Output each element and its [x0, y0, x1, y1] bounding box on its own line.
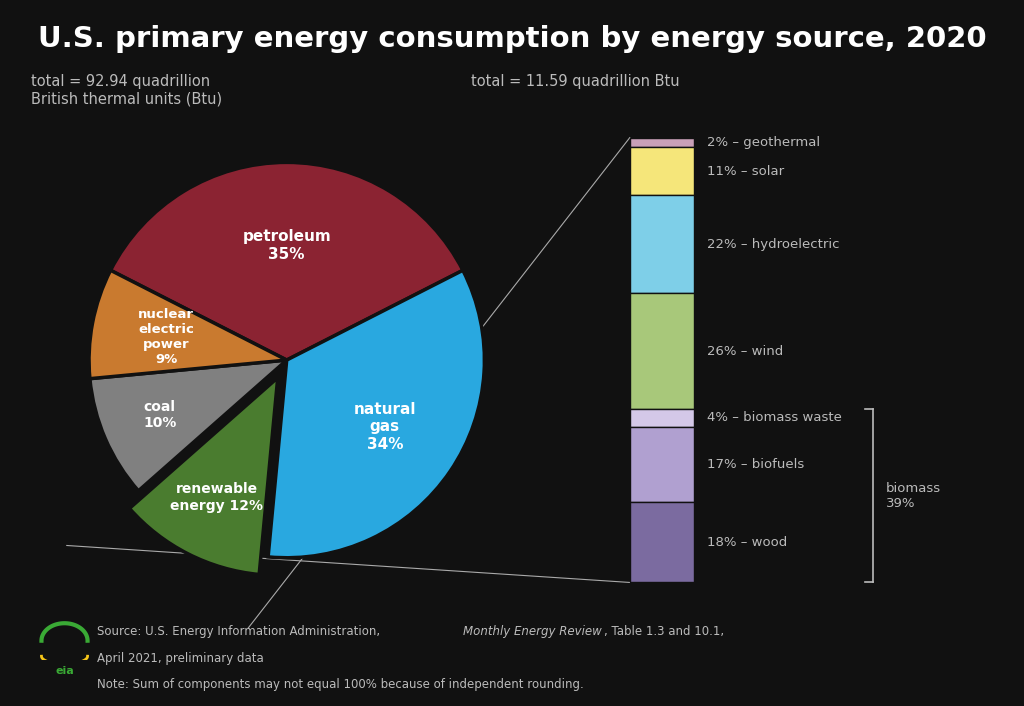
Text: Note: Sum of components may not equal 100% because of independent rounding.: Note: Sum of components may not equal 10… [97, 678, 584, 691]
Text: 18% – wood: 18% – wood [707, 536, 786, 549]
Text: Monthly Energy Review: Monthly Energy Review [463, 625, 601, 638]
Wedge shape [129, 378, 278, 575]
Text: U.S. primary energy consumption by energy source, 2020: U.S. primary energy consumption by energ… [38, 25, 986, 53]
Text: 26% – wind: 26% – wind [707, 345, 782, 358]
Text: 11% – solar: 11% – solar [707, 164, 783, 177]
Wedge shape [90, 360, 287, 491]
Text: eia: eia [55, 666, 74, 676]
Wedge shape [89, 270, 287, 378]
Text: 22% – hydroelectric: 22% – hydroelectric [707, 238, 839, 251]
Text: renewable
energy 12%: renewable energy 12% [170, 482, 263, 513]
Text: Source: U.S. Energy Information Administration,: Source: U.S. Energy Information Administ… [97, 625, 384, 638]
Text: nuclear
electric
power
9%: nuclear electric power 9% [138, 308, 195, 366]
Text: 17% – biofuels: 17% – biofuels [707, 458, 804, 471]
Wedge shape [268, 270, 484, 558]
Text: petroleum
35%: petroleum 35% [243, 229, 331, 262]
Text: biomass
39%: biomass 39% [886, 481, 941, 510]
Text: coal
10%: coal 10% [143, 400, 176, 430]
Text: total = 11.59 quadrillion Btu: total = 11.59 quadrillion Btu [471, 74, 680, 89]
Text: 2% – geothermal: 2% – geothermal [707, 136, 819, 149]
Wedge shape [111, 162, 463, 360]
Text: 4% – biomass waste: 4% – biomass waste [707, 412, 842, 424]
Text: April 2021, preliminary data: April 2021, preliminary data [97, 652, 264, 664]
Text: total = 92.94 quadrillion
British thermal units (Btu): total = 92.94 quadrillion British therma… [31, 74, 222, 107]
Text: natural
gas
34%: natural gas 34% [353, 402, 416, 452]
Text: , Table 1.3 and 10.1,: , Table 1.3 and 10.1, [604, 625, 724, 638]
